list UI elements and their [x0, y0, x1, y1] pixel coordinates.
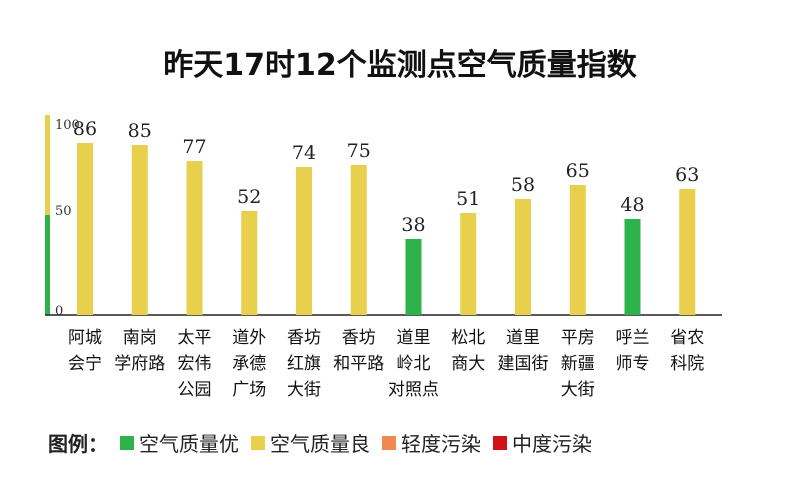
category-label: 阿城 — [68, 328, 102, 348]
legend-item-excellent: 空气质量优 — [120, 428, 239, 457]
scale-bar-moderate — [45, 115, 50, 215]
category-label: 香坊 — [342, 328, 376, 348]
bar — [460, 213, 477, 315]
data-label: 58 — [511, 174, 535, 196]
data-label: 86 — [73, 118, 97, 140]
legend-label: 图例： — [48, 432, 108, 456]
data-label: 65 — [566, 160, 590, 182]
scale-bar-good — [45, 215, 50, 315]
legend-swatch-good — [251, 435, 265, 450]
category-label: 商大 — [451, 354, 485, 374]
category-label: 承德 — [232, 354, 266, 374]
category-label: 红旗 — [287, 354, 321, 374]
category-label: 太平 — [178, 328, 212, 348]
category-label: 建国街 — [498, 354, 549, 374]
category-label: 道里 — [506, 328, 540, 348]
legend-text-excellent: 空气质量优 — [139, 432, 239, 456]
bar — [515, 199, 531, 315]
data-label: 74 — [292, 142, 316, 164]
bar — [186, 161, 203, 315]
category-label: 道里 — [397, 328, 431, 348]
data-label: 52 — [237, 186, 261, 208]
legend-item-moderate-pollution: 中度污染 — [493, 428, 592, 457]
category-label: 香坊 — [287, 328, 321, 348]
category-label: 新疆 — [561, 354, 595, 374]
data-label: 75 — [347, 140, 371, 162]
data-label: 38 — [401, 214, 425, 236]
legend: 图例： 空气质量优 空气质量良 轻度污染 中度污染 — [48, 428, 592, 457]
bar — [405, 239, 422, 315]
data-label: 48 — [620, 194, 644, 216]
y-tick-label: 0 — [55, 304, 63, 319]
data-label: 77 — [182, 136, 206, 158]
bar — [624, 219, 641, 315]
bar — [350, 165, 367, 315]
category-label: 道外 — [232, 328, 266, 348]
bar — [241, 211, 258, 315]
category-label: 师专 — [616, 354, 650, 374]
legend-swatch-light-pollution — [382, 435, 396, 450]
category-label: 呼兰 — [616, 328, 650, 348]
bar — [569, 185, 586, 315]
data-label: 85 — [128, 120, 152, 142]
legend-swatch-moderate-pollution — [493, 435, 507, 450]
category-label: 广场 — [232, 380, 266, 400]
category-label: 会宁 — [68, 354, 102, 374]
category-label: 宏伟 — [178, 354, 212, 374]
category-label: 公园 — [178, 380, 212, 400]
bar — [679, 189, 696, 315]
chart-title: 昨天17时12个监测点空气质量指数 — [163, 48, 637, 83]
category-label: 大街 — [561, 380, 595, 400]
data-label: 51 — [456, 188, 480, 210]
bar — [77, 143, 93, 315]
bar — [131, 145, 148, 315]
category-label: 松北 — [451, 328, 485, 348]
y-tick-label: 50 — [55, 204, 72, 219]
legend-text-moderate-pollution: 中度污染 — [512, 432, 592, 456]
category-label: 学府路 — [114, 354, 165, 374]
category-label: 大街 — [287, 380, 321, 400]
category-label: 南岗 — [123, 328, 157, 348]
category-label: 科院 — [670, 354, 704, 374]
category-label: 和平路 — [333, 354, 384, 374]
data-label: 63 — [675, 164, 699, 186]
category-label: 对照点 — [388, 380, 439, 400]
legend-item-light-pollution: 轻度污染 — [382, 428, 481, 457]
category-label: 平房 — [561, 328, 595, 348]
legend-text-good: 空气质量良 — [270, 432, 370, 456]
y-tick-label: 100 — [55, 118, 80, 133]
category-label: 省农 — [670, 328, 704, 348]
bar — [296, 167, 312, 315]
legend-swatch-excellent — [120, 435, 134, 450]
legend-item-good: 空气质量良 — [251, 428, 370, 457]
legend-text-light-pollution: 轻度污染 — [401, 432, 481, 456]
category-label: 岭北 — [397, 354, 431, 374]
